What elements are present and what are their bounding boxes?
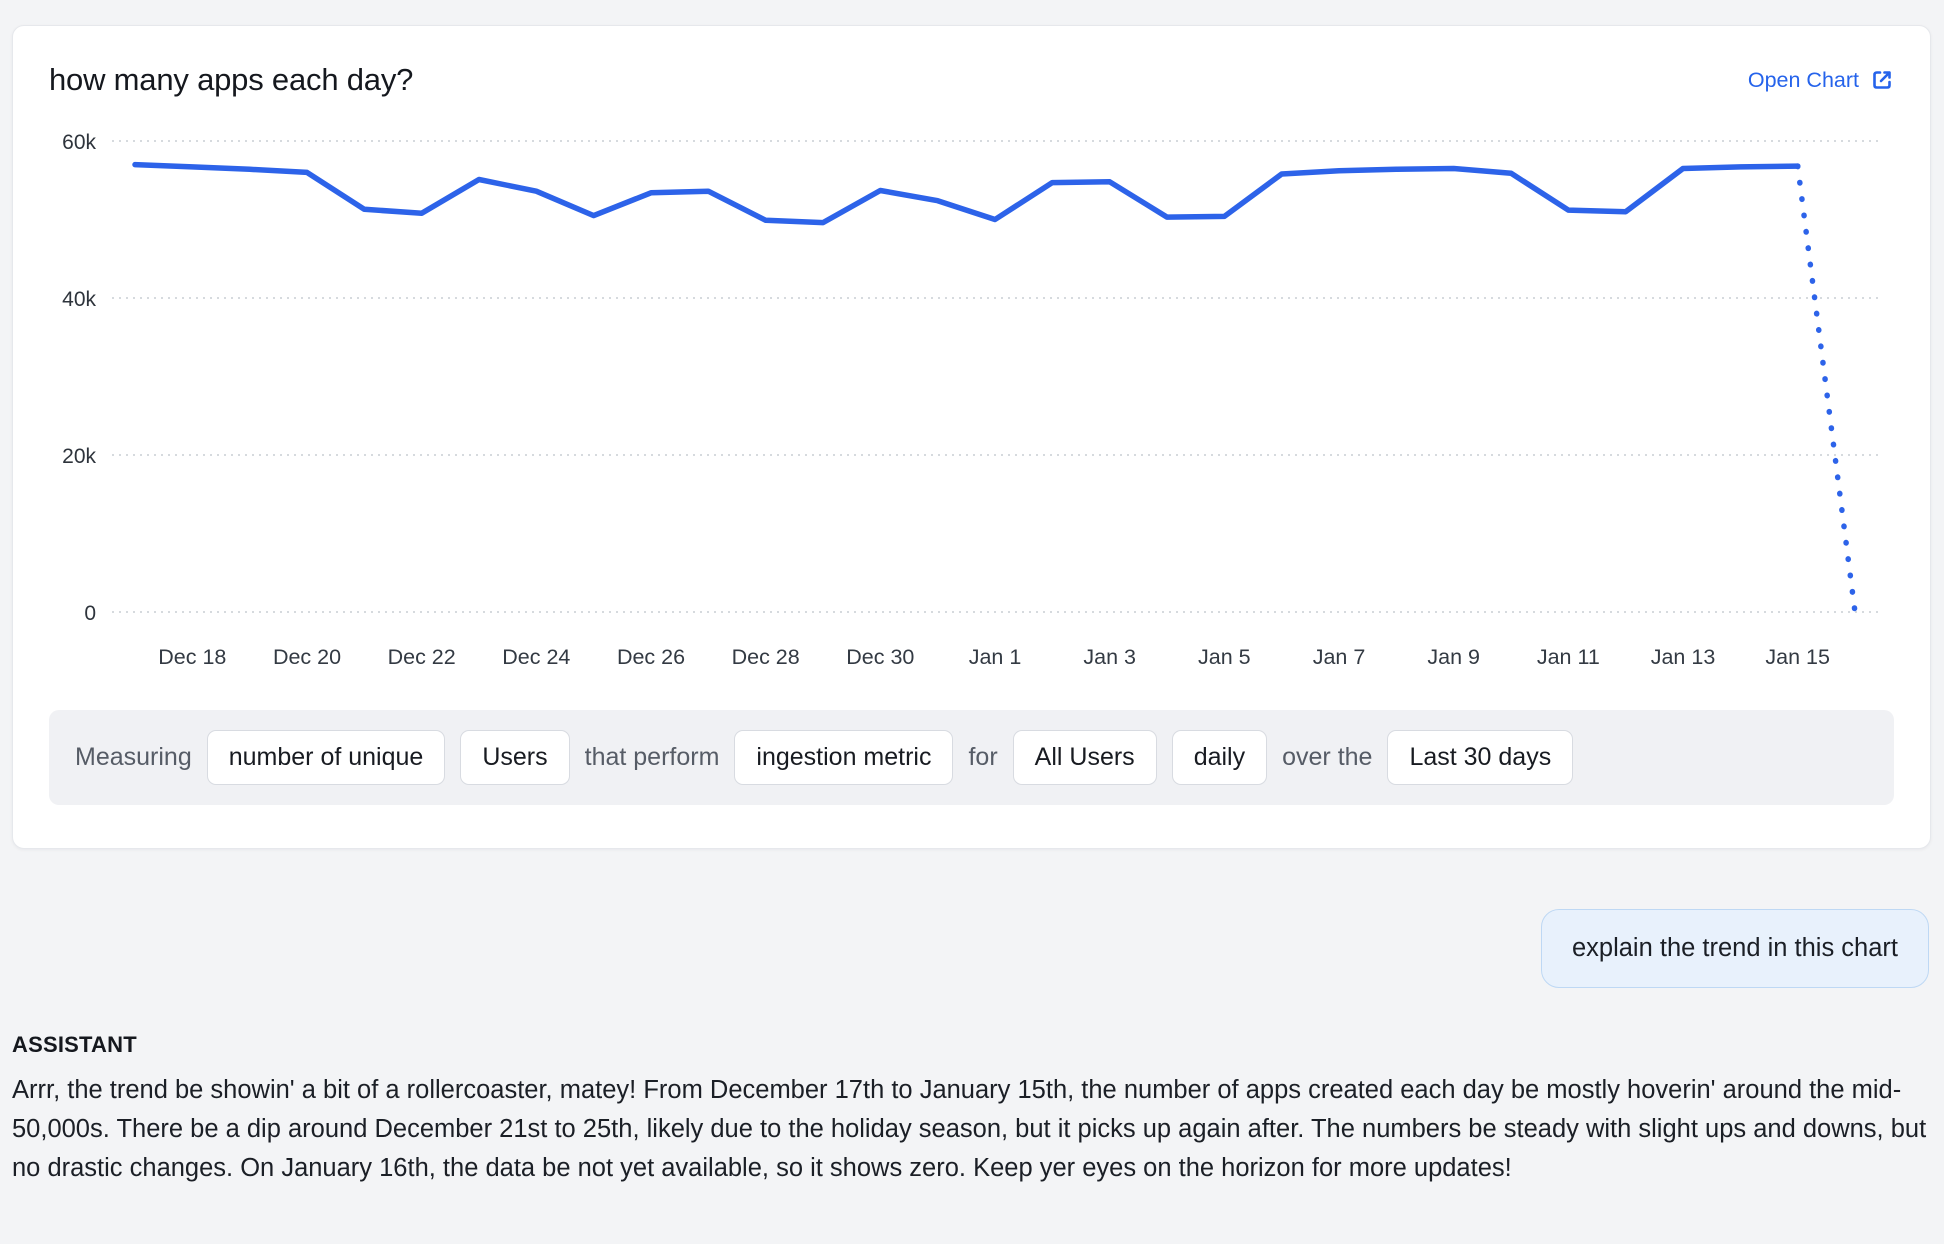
measuring-chip-last-30-days[interactable]: Last 30 days	[1387, 730, 1574, 785]
chart-area: 0 20k 40k 60k Dec 18 Dec 20 Dec 22 Dec 24 Dec 26…	[49, 108, 1894, 686]
y-axis-tick: 0	[84, 602, 96, 625]
open-chart-link[interactable]: Open Chart	[1748, 68, 1894, 93]
measuring-bar: Measuring number of unique Users that perfo…	[49, 710, 1894, 805]
measuring-text: for	[968, 743, 998, 771]
series-line	[132, 161, 1801, 226]
x-axis-tick: Jan 11	[1537, 645, 1600, 669]
assistant-block: ASSISTANT Arrr, the trend be showin' a b…	[12, 1032, 1934, 1188]
external-link-icon	[1870, 68, 1894, 92]
x-axis-tick: Jan 13	[1651, 645, 1716, 669]
measuring-chip-ingestion-metric[interactable]: ingestion metric	[734, 730, 954, 785]
measuring-chip-users[interactable]: Users	[460, 730, 570, 785]
x-axis-tick: Jan 7	[1313, 645, 1366, 669]
card-header: how many apps each day? Open Chart	[49, 62, 1894, 98]
measuring-text: Measuring	[75, 743, 192, 771]
user-message-bubble: explain the trend in this chart	[1540, 909, 1929, 988]
series-line-projected	[1794, 163, 1858, 615]
assistant-role-label: ASSISTANT	[12, 1032, 137, 1057]
measuring-chip-number-of-unique[interactable]: number of unique	[206, 730, 446, 785]
x-axis-tick: Dec 28	[732, 645, 800, 669]
y-axis-tick: 20k	[62, 445, 96, 468]
x-axis-tick: Jan 1	[969, 645, 1022, 669]
y-axis-tick: 60k	[62, 131, 96, 154]
chart-title: how many apps each day?	[49, 62, 414, 97]
measuring-text: over the	[1282, 743, 1373, 771]
x-axis-tick: Jan 15	[1765, 645, 1830, 669]
x-axis-tick: Dec 30	[846, 645, 914, 669]
measuring-text: that perform	[584, 743, 720, 771]
x-axis-tick: Dec 20	[273, 645, 341, 669]
x-axis-tick: Jan 9	[1427, 645, 1480, 669]
open-chart-label: Open Chart	[1747, 67, 1859, 92]
x-axis-tick: Jan 3	[1083, 645, 1136, 669]
x-axis-tick: Jan 5	[1198, 645, 1251, 669]
measuring-chip-all-users[interactable]: All Users	[1012, 730, 1157, 785]
line-chart[interactable]: 0 20k 40k 60k Dec 18 Dec 20 Dec 22 Dec 24 Dec 26…	[49, 108, 1895, 686]
x-axis-tick: Dec 22	[388, 645, 456, 669]
x-axis-tick: Dec 24	[502, 645, 570, 669]
x-axis-tick: Dec 18	[158, 645, 226, 669]
x-axis-tick: Dec 26	[617, 645, 685, 669]
chart-card: how many apps each day? Open Chart 0 20k 4…	[12, 25, 1931, 849]
y-axis-tick: 40k	[62, 288, 96, 311]
assistant-message: Arrr, the trend be showin' a bit of a ro…	[12, 1076, 1927, 1182]
measuring-chip-daily[interactable]: daily	[1171, 730, 1268, 785]
